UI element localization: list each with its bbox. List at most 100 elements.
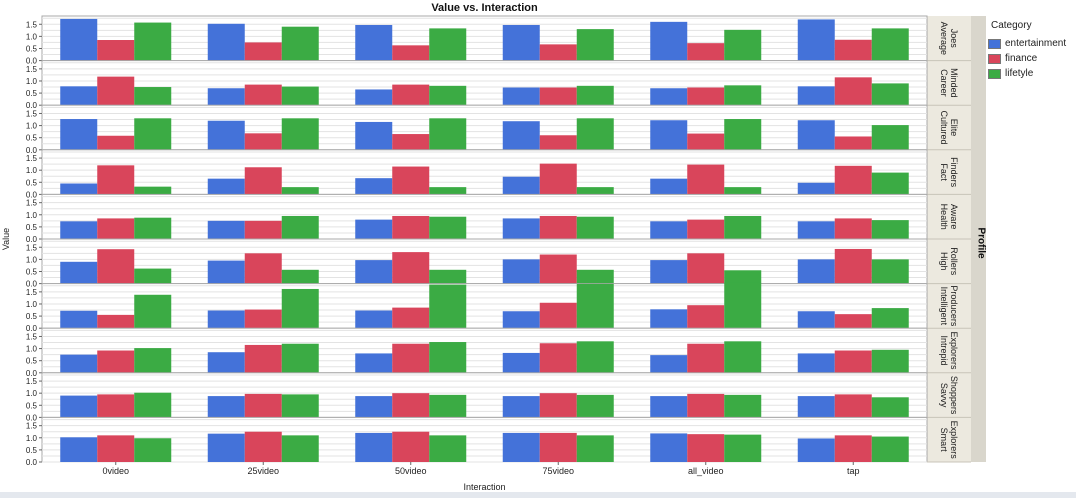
bar-lifetyle-25video [281, 394, 319, 418]
bar-entertainment-all_video [650, 88, 688, 106]
y-tick-label: 0.5 [26, 178, 38, 187]
bar-entertainment-0video [60, 310, 98, 329]
bar-lifetyle-25video [281, 343, 319, 373]
y-tick-label: 0.0 [26, 458, 38, 467]
bar-finance-all_video [687, 43, 725, 61]
bar-finance-tap [834, 435, 872, 462]
bar-entertainment-25video [207, 220, 245, 239]
legend-label-finance: finance [1005, 53, 1038, 64]
bar-finance-0video [97, 165, 135, 195]
bar-entertainment-tap [797, 353, 835, 373]
bar-entertainment-all_video [650, 260, 688, 284]
bar-finance-75video [539, 135, 577, 150]
bar-entertainment-50video [355, 121, 393, 150]
bar-entertainment-50video [355, 310, 393, 329]
bar-entertainment-25video [207, 260, 245, 284]
panel-label: Career [939, 69, 949, 97]
bar-finance-all_video [687, 219, 725, 239]
bar-finance-tap [834, 350, 872, 373]
bar-lifetyle-0video [134, 438, 172, 462]
bar-lifetyle-75video [576, 269, 614, 284]
bar-entertainment-0video [60, 119, 98, 150]
bar-finance-75video [539, 44, 577, 61]
bar-entertainment-0video [60, 437, 98, 462]
bar-lifetyle-75video [576, 283, 614, 329]
y-tick-label: 0.0 [26, 190, 38, 199]
bar-lifetyle-25video [281, 215, 319, 239]
bar-entertainment-75video [502, 352, 540, 373]
bar-finance-0video [97, 135, 135, 150]
legend-item-finance[interactable]: finance [988, 51, 1076, 66]
bar-lifetyle-0video [134, 118, 172, 150]
bar-finance-25video [244, 220, 282, 239]
bar-lifetyle-all_video [724, 215, 762, 239]
bar-entertainment-25video [207, 396, 245, 418]
y-tick-label: 1.0 [26, 434, 38, 443]
panel-frame [41, 104, 928, 151]
bar-entertainment-tap [797, 396, 835, 418]
bar-finance-50video [392, 252, 430, 284]
bar-finance-tap [834, 165, 872, 195]
bar-entertainment-all_video [650, 433, 688, 462]
bar-lifetyle-50video [429, 28, 467, 61]
bar-lifetyle-75video [576, 216, 614, 239]
bar-lifetyle-tap [871, 172, 909, 195]
bar-entertainment-0video [60, 18, 98, 61]
bar-finance-75video [539, 215, 577, 239]
bar-finance-25video [244, 167, 282, 195]
y-tick-label: 0.5 [26, 44, 38, 53]
window-bottom-bar [0, 492, 1076, 498]
bar-finance-50video [392, 343, 430, 373]
bar-entertainment-tap [797, 182, 835, 195]
y-tick-label: 1.0 [26, 255, 38, 264]
bar-entertainment-25video [207, 88, 245, 106]
y-tick-label: 1.5 [26, 332, 38, 341]
bar-lifetyle-25video [281, 118, 319, 150]
panel-label: Joes [949, 29, 959, 49]
bar-lifetyle-tap [871, 220, 909, 239]
bar-finance-50video [392, 431, 430, 462]
profile-strip [971, 16, 986, 462]
bar-lifetyle-75video [576, 85, 614, 106]
bar-entertainment-25video [207, 310, 245, 329]
bar-lifetyle-25video [281, 435, 319, 462]
x-tick-label: 25video [247, 466, 279, 476]
bar-lifetyle-75video [576, 394, 614, 418]
y-tick-label: 1.5 [26, 20, 38, 29]
bar-entertainment-75video [502, 311, 540, 329]
bar-finance-75video [539, 87, 577, 106]
panel-frame [41, 60, 928, 106]
y-tick-label: 0.5 [26, 401, 38, 410]
bar-lifetyle-25video [281, 187, 319, 195]
bar-lifetyle-50video [429, 284, 467, 329]
bar-entertainment-50video [355, 178, 393, 195]
bar-entertainment-tap [797, 120, 835, 150]
y-tick-label: 0.0 [26, 413, 38, 422]
bar-entertainment-25video [207, 120, 245, 150]
bar-entertainment-75video [502, 176, 540, 195]
bar-finance-0video [97, 435, 135, 462]
bar-finance-0video [97, 350, 135, 373]
bar-finance-tap [834, 314, 872, 329]
bar-lifetyle-all_video [724, 434, 762, 462]
legend-item-lifetyle[interactable]: lifetyle [988, 66, 1076, 81]
bar-lifetyle-tap [871, 308, 909, 329]
legend-title: Category [991, 20, 1032, 31]
bar-finance-0video [97, 314, 135, 329]
y-tick-label: 0.5 [26, 89, 38, 98]
bar-entertainment-50video [355, 219, 393, 239]
y-tick-label: 1.5 [26, 243, 38, 252]
bar-finance-0video [97, 76, 135, 106]
y-tick-label: 1.5 [26, 422, 38, 431]
bar-lifetyle-75video [576, 435, 614, 462]
legend-item-entertainment[interactable]: entertainment [988, 36, 1076, 51]
bar-lifetyle-tap [871, 259, 909, 284]
bar-finance-all_video [687, 305, 725, 329]
y-tick-label: 1.0 [26, 211, 38, 220]
x-tick-label: 75video [542, 466, 574, 476]
legend: Category entertainment finance lifetyle [988, 20, 1076, 81]
bar-finance-25video [244, 393, 282, 418]
bar-finance-all_video [687, 253, 725, 284]
bar-finance-75video [539, 302, 577, 329]
